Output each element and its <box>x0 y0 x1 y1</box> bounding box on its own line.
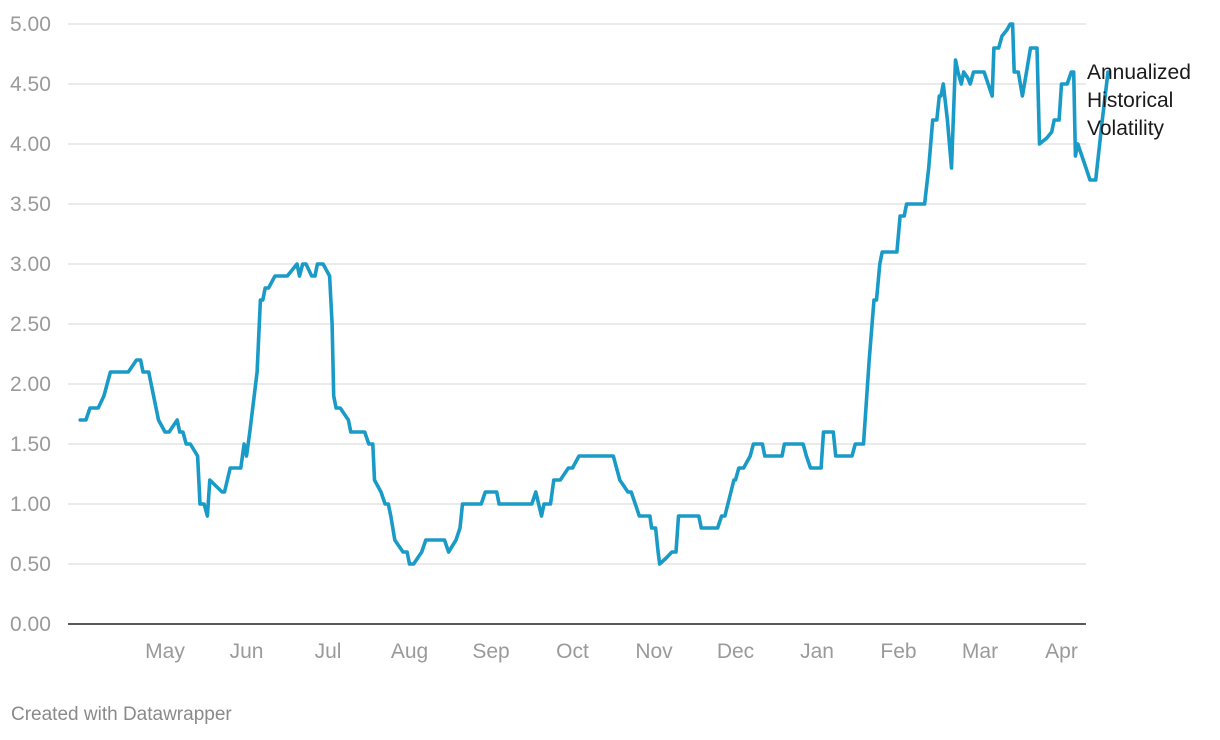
x-tick-label: Jun <box>230 640 264 663</box>
x-tick-label: Feb <box>880 640 916 663</box>
series-lines <box>78 22 1110 566</box>
y-tick-label: 3.00 <box>10 253 51 276</box>
x-tick-label: Nov <box>635 640 673 663</box>
x-tick-label: Apr <box>1045 640 1078 663</box>
y-tick-label: 2.50 <box>10 313 51 336</box>
y-tick-label: 0.00 <box>10 613 51 636</box>
x-tick-label: Jul <box>315 640 342 663</box>
x-tick-label: Aug <box>391 640 428 663</box>
x-axis-tick-labels: May Jun Jul Aug Sep Oct Nov Dec Jan Feb Mar Apr <box>145 640 1078 663</box>
series-labels: Annualized Historical Volatility <box>1087 61 1191 140</box>
y-tick-label: 1.00 <box>10 493 51 516</box>
y-axis-tick-labels: 0.00 0.50 1.00 1.50 2.00 2.50 3.00 3.50 4.00 4.50… <box>10 13 51 636</box>
x-tick-label: Sep <box>472 640 509 663</box>
y-tick-label: 5.00 <box>10 13 51 36</box>
series-label-line: Historical <box>1087 89 1173 112</box>
x-tick-label: May <box>145 640 185 663</box>
line-chart: 0.00 0.50 1.00 1.50 2.00 2.50 3.00 3.50 4.00 4.50… <box>10 13 1191 663</box>
x-tick-label: Dec <box>717 640 754 663</box>
y-tick-label: 4.00 <box>10 133 51 156</box>
y-tick-label: 1.50 <box>10 433 51 456</box>
y-tick-label: 2.00 <box>10 373 51 396</box>
x-tick-label: Jan <box>800 640 834 663</box>
credit-footer: Created with Datawrapper <box>11 704 232 725</box>
series-line <box>78 22 1110 566</box>
series-label-line: Volatility <box>1087 117 1165 140</box>
x-tick-label: Mar <box>962 640 998 663</box>
x-tick-label: Oct <box>556 640 589 663</box>
y-tick-label: 3.50 <box>10 193 51 216</box>
y-tick-label: 4.50 <box>10 73 51 96</box>
gridlines <box>68 23 1086 625</box>
y-tick-label: 0.50 <box>10 553 51 576</box>
series-label-line: Annualized <box>1087 61 1191 84</box>
